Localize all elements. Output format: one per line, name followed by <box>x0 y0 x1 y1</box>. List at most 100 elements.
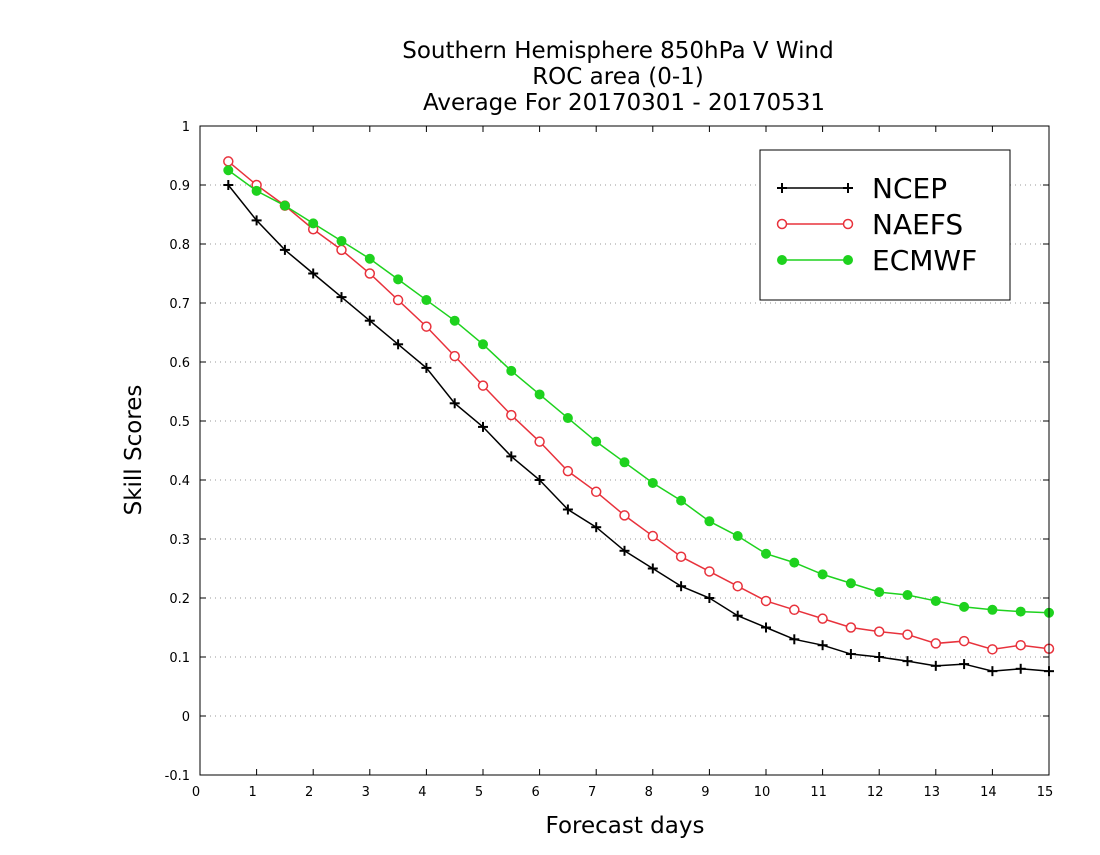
x-tick-label: 8 <box>645 785 653 800</box>
data-point-naefs <box>902 629 913 640</box>
legend-marker-naefs <box>842 218 854 230</box>
x-tick-label: 15 <box>1037 785 1054 800</box>
chart-title-line-1: Southern Hemisphere 850hPa V Wind <box>402 38 833 64</box>
data-point-naefs <box>506 409 517 421</box>
data-point-ncep <box>761 622 771 633</box>
data-point-naefs <box>392 294 404 306</box>
data-point-ncep <box>308 268 319 279</box>
y-axis-title: Skill Scores <box>121 385 147 516</box>
x-tick-label: 3 <box>362 785 370 800</box>
series-group <box>223 156 1055 677</box>
y-tick-label: 0.7 <box>169 297 190 312</box>
x-tick-label: 11 <box>810 785 827 800</box>
data-point-ecmwf <box>817 569 828 580</box>
data-point-naefs <box>421 321 432 332</box>
axis-ticks: -0.100.10.20.30.40.50.60.70.80.910 1 2 3 4 5 6… <box>165 120 1054 800</box>
y-tick-label: 0.5 <box>169 415 190 430</box>
data-point-ncep <box>817 640 828 651</box>
legend-label-naefs: NAEFS <box>872 208 963 241</box>
data-point-ncep <box>421 362 432 373</box>
x-tick-label: 14 <box>980 785 997 800</box>
data-point-naefs <box>873 626 885 637</box>
data-point-ecmwf <box>959 601 970 612</box>
x-tick-label: 5 <box>475 785 483 800</box>
y-tick-label: 0 <box>182 710 190 725</box>
data-point-naefs <box>647 530 659 542</box>
data-point-ecmwf <box>987 604 998 615</box>
data-point-ncep <box>364 315 375 326</box>
legend-item-ncep: NCEP <box>777 172 947 205</box>
data-point-ecmwf <box>619 457 630 468</box>
data-point-ecmwf <box>704 516 715 527</box>
data-point-ncep <box>506 451 517 462</box>
x-tick-label: 13 <box>924 785 941 800</box>
x-tick-label: 4 <box>418 785 426 800</box>
data-point-naefs <box>760 595 772 607</box>
data-point-ncep <box>534 475 545 485</box>
x-tick-label: 6 <box>531 785 539 800</box>
legend-marker-ncep <box>777 183 787 193</box>
data-point-naefs <box>364 268 376 279</box>
y-tick-label: 0.4 <box>169 474 190 489</box>
x-tick-label: 2 <box>305 785 313 800</box>
x-tick-label: 9 <box>701 785 709 800</box>
data-point-ecmwf <box>789 557 800 568</box>
y-tick-label: 0.6 <box>169 356 190 371</box>
data-point-ncep <box>647 563 658 574</box>
y-tick-label: 0.3 <box>169 533 190 548</box>
data-point-ncep <box>223 180 234 190</box>
data-point-ecmwf <box>902 590 913 601</box>
data-point-ncep <box>279 244 290 255</box>
y-tick-label: 0.2 <box>169 592 190 607</box>
data-point-naefs <box>1015 639 1026 651</box>
data-point-naefs <box>817 613 828 624</box>
y-tick-label: -0.1 <box>165 769 190 784</box>
x-axis-title: Forecast days <box>546 813 705 839</box>
series-ncep <box>223 180 1054 677</box>
data-point-ncep <box>251 215 262 226</box>
data-point-naefs <box>449 350 460 362</box>
x-tick-label: 10 <box>754 785 771 800</box>
data-point-ecmwf <box>874 587 885 598</box>
data-point-naefs <box>675 551 687 562</box>
x-tick-label: 1 <box>248 785 256 800</box>
data-point-ecmwf <box>562 413 573 424</box>
series-ecmwf <box>223 165 1054 618</box>
data-point-naefs <box>477 380 489 391</box>
legend-item-ecmwf: ECMWF <box>777 244 977 277</box>
data-point-ncep <box>732 610 743 621</box>
data-point-ncep <box>478 421 488 432</box>
legend-marker-ncep <box>843 183 853 193</box>
data-point-naefs <box>789 604 800 616</box>
data-point-ecmwf <box>676 495 687 506</box>
data-point-ecmwf <box>279 200 290 211</box>
data-point-ecmwf <box>591 436 602 447</box>
data-point-ncep <box>676 581 687 592</box>
data-point-ecmwf <box>845 578 856 589</box>
data-point-ncep <box>789 634 800 645</box>
data-point-naefs <box>704 566 715 577</box>
data-point-ncep <box>987 666 998 677</box>
data-point-ncep <box>959 659 970 670</box>
legend-marker-ecmwf <box>843 255 853 265</box>
legend-marker-naefs <box>776 218 788 230</box>
data-point-ncep <box>336 292 347 303</box>
data-point-ncep <box>619 545 630 556</box>
data-point-ncep <box>562 504 573 515</box>
series-naefs <box>223 156 1055 655</box>
data-point-ecmwf <box>449 315 460 326</box>
y-tick-label: 0.1 <box>169 651 190 666</box>
y-tick-label: 1 <box>182 120 190 135</box>
data-point-ecmwf <box>308 218 319 229</box>
data-point-ecmwf <box>478 339 488 350</box>
data-point-naefs <box>619 510 630 521</box>
data-point-naefs <box>930 638 942 649</box>
data-point-naefs <box>223 156 234 167</box>
data-point-ncep <box>1015 663 1026 674</box>
data-point-ecmwf <box>393 274 404 285</box>
legend-item-naefs: NAEFS <box>776 208 963 241</box>
data-point-naefs <box>336 244 347 256</box>
data-point-ecmwf <box>336 236 347 247</box>
